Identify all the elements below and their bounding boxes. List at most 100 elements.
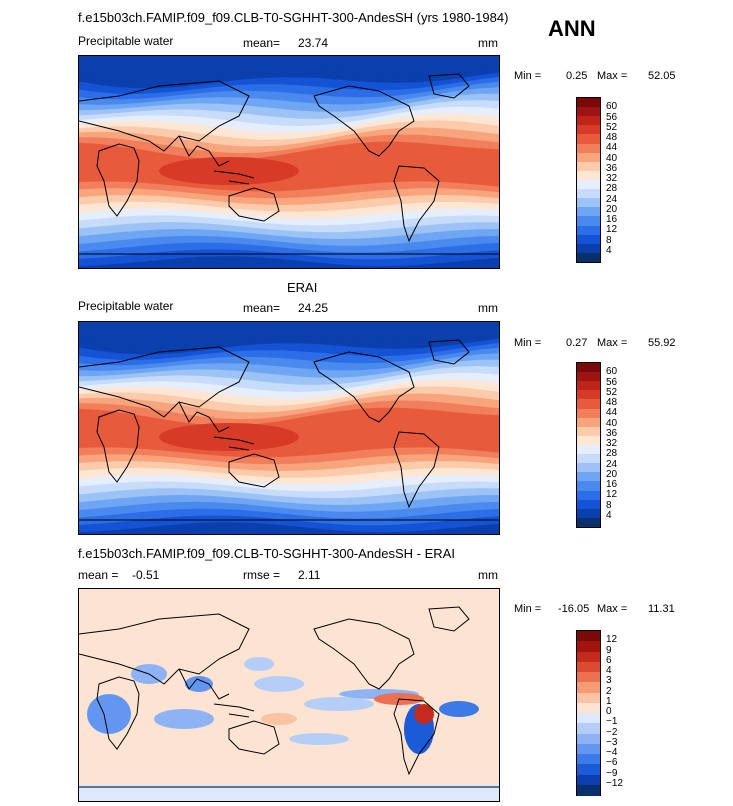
coastline bbox=[228, 720, 280, 755]
colorbar-tick-label: 2 bbox=[606, 685, 612, 697]
coastline bbox=[213, 703, 255, 718]
colorbar-segment bbox=[577, 234, 600, 245]
map-itcz bbox=[319, 422, 439, 438]
colorbar-tick-label: −1 bbox=[606, 716, 618, 728]
colorbar-tick-label: 16 bbox=[606, 479, 618, 490]
colorbar-tick-label: 44 bbox=[606, 142, 618, 154]
colorbar-tick-label: 8 bbox=[606, 499, 612, 511]
coastline bbox=[213, 170, 255, 185]
colorbar-tick-label: 0 bbox=[606, 706, 612, 717]
colorbar-tick-label: −2 bbox=[606, 726, 618, 738]
colorbar-segment bbox=[577, 481, 600, 492]
colorbar-segment bbox=[577, 631, 600, 642]
coastline bbox=[428, 73, 470, 99]
colorbar-segment bbox=[577, 651, 600, 663]
colorbar-segment bbox=[577, 125, 600, 135]
coastline bbox=[178, 401, 230, 433]
panel3-max-label: Max = bbox=[597, 603, 628, 615]
coastline bbox=[213, 436, 255, 451]
panel3-mean-value: -0.51 bbox=[132, 568, 160, 582]
colorbar-tick-label: 24 bbox=[606, 193, 618, 205]
map-anomaly-blob bbox=[254, 676, 304, 692]
colorbar-segment bbox=[577, 774, 600, 786]
panel1-variable: Precipitable water bbox=[78, 34, 174, 48]
panel3-map bbox=[78, 588, 500, 802]
panel3-units: mm bbox=[478, 568, 498, 582]
colorbar-segment bbox=[577, 143, 600, 154]
panel2-map-svg bbox=[79, 322, 499, 534]
map-anomaly-blob bbox=[439, 701, 479, 717]
colorbar-segment bbox=[577, 723, 600, 734]
coastline bbox=[313, 85, 415, 157]
colorbar-tick-label: 52 bbox=[606, 121, 618, 133]
colorbar-tick-label: 16 bbox=[606, 214, 618, 225]
colorbar-segment bbox=[577, 390, 600, 400]
colorbar-tick-label: 1 bbox=[606, 695, 612, 707]
colorbar-segment bbox=[577, 225, 600, 236]
colorbar-segment bbox=[577, 161, 600, 172]
colorbar-segment bbox=[577, 107, 600, 117]
colorbar-tick-label: 12 bbox=[606, 224, 618, 236]
colorbar-segment bbox=[577, 381, 600, 391]
coastline bbox=[79, 80, 250, 152]
coastline bbox=[393, 431, 440, 509]
map-warm-pool bbox=[159, 423, 299, 451]
panel1-min-value: 0.25 bbox=[566, 70, 588, 82]
panel1-units: mm bbox=[478, 36, 498, 50]
panel1-mean-value: 23.74 bbox=[298, 36, 329, 50]
coastline bbox=[228, 453, 280, 488]
colorbar-segment bbox=[577, 243, 600, 254]
colorbar-segment bbox=[577, 207, 600, 217]
season-label: ANN bbox=[548, 16, 596, 41]
colorbar-tick-label: 36 bbox=[606, 162, 618, 174]
colorbar-tick-label: 32 bbox=[606, 173, 618, 184]
colorbar-segment bbox=[577, 682, 600, 693]
panel3-map-svg bbox=[79, 589, 499, 801]
panel3-max-value: 11.31 bbox=[648, 603, 675, 615]
colorbar-segment bbox=[577, 692, 600, 704]
coastline bbox=[96, 676, 140, 750]
panel1-max-label: Max = bbox=[597, 70, 628, 82]
panel1-max-value: 52.05 bbox=[648, 70, 676, 82]
colorbar-tick-label: 56 bbox=[606, 376, 618, 388]
colorbar-segment bbox=[577, 764, 600, 775]
colorbar-tick-label: 28 bbox=[606, 448, 618, 460]
colorbar-tick-label: 20 bbox=[606, 203, 618, 215]
colorbar-segment bbox=[577, 198, 600, 208]
colorbar-segment bbox=[577, 180, 600, 190]
coastline bbox=[393, 698, 440, 776]
panel2-colorbar bbox=[576, 362, 601, 528]
colorbar-segment bbox=[577, 152, 600, 163]
panel1-map-svg bbox=[79, 56, 499, 268]
panel2-mean-value: 24.25 bbox=[298, 301, 329, 315]
panel2-min-label: Min = bbox=[514, 337, 542, 349]
colorbar-tick-label: 56 bbox=[606, 111, 618, 123]
panel3-rmse-label: rmse = bbox=[243, 568, 281, 582]
colorbar-segment bbox=[577, 399, 600, 410]
colorbar-segment bbox=[577, 435, 600, 446]
colorbar-tick-label: 32 bbox=[606, 438, 618, 449]
panel2-subtitle: ERAI bbox=[287, 280, 318, 295]
panel2-units: mm bbox=[478, 301, 498, 315]
panel2-variable: Precipitable water bbox=[78, 299, 174, 313]
panel3-rmse-value: 2.11 bbox=[298, 568, 321, 582]
coastline bbox=[96, 143, 140, 217]
colorbar-tick-label: 24 bbox=[606, 458, 618, 470]
colorbar-segment bbox=[577, 363, 600, 373]
map-anomaly-blob bbox=[154, 709, 214, 729]
colorbar-segment bbox=[577, 784, 600, 796]
colorbar-tick-label: −6 bbox=[606, 757, 618, 769]
colorbar-segment bbox=[577, 463, 600, 473]
colorbar-tick-label: 36 bbox=[606, 427, 618, 439]
colorbar-tick-label: 60 bbox=[606, 366, 618, 378]
coastline bbox=[79, 346, 250, 418]
colorbar-segment bbox=[577, 743, 600, 755]
colorbar-tick-label: 4 bbox=[606, 244, 612, 256]
colorbar-segment bbox=[577, 252, 600, 263]
colorbar-segment bbox=[577, 499, 600, 510]
colorbar-tick-label: 3 bbox=[606, 675, 612, 687]
panel2-max-label: Max = bbox=[597, 337, 628, 349]
panel1-map bbox=[78, 55, 500, 269]
colorbar-segment bbox=[577, 408, 600, 419]
map-polar-band bbox=[79, 784, 499, 801]
